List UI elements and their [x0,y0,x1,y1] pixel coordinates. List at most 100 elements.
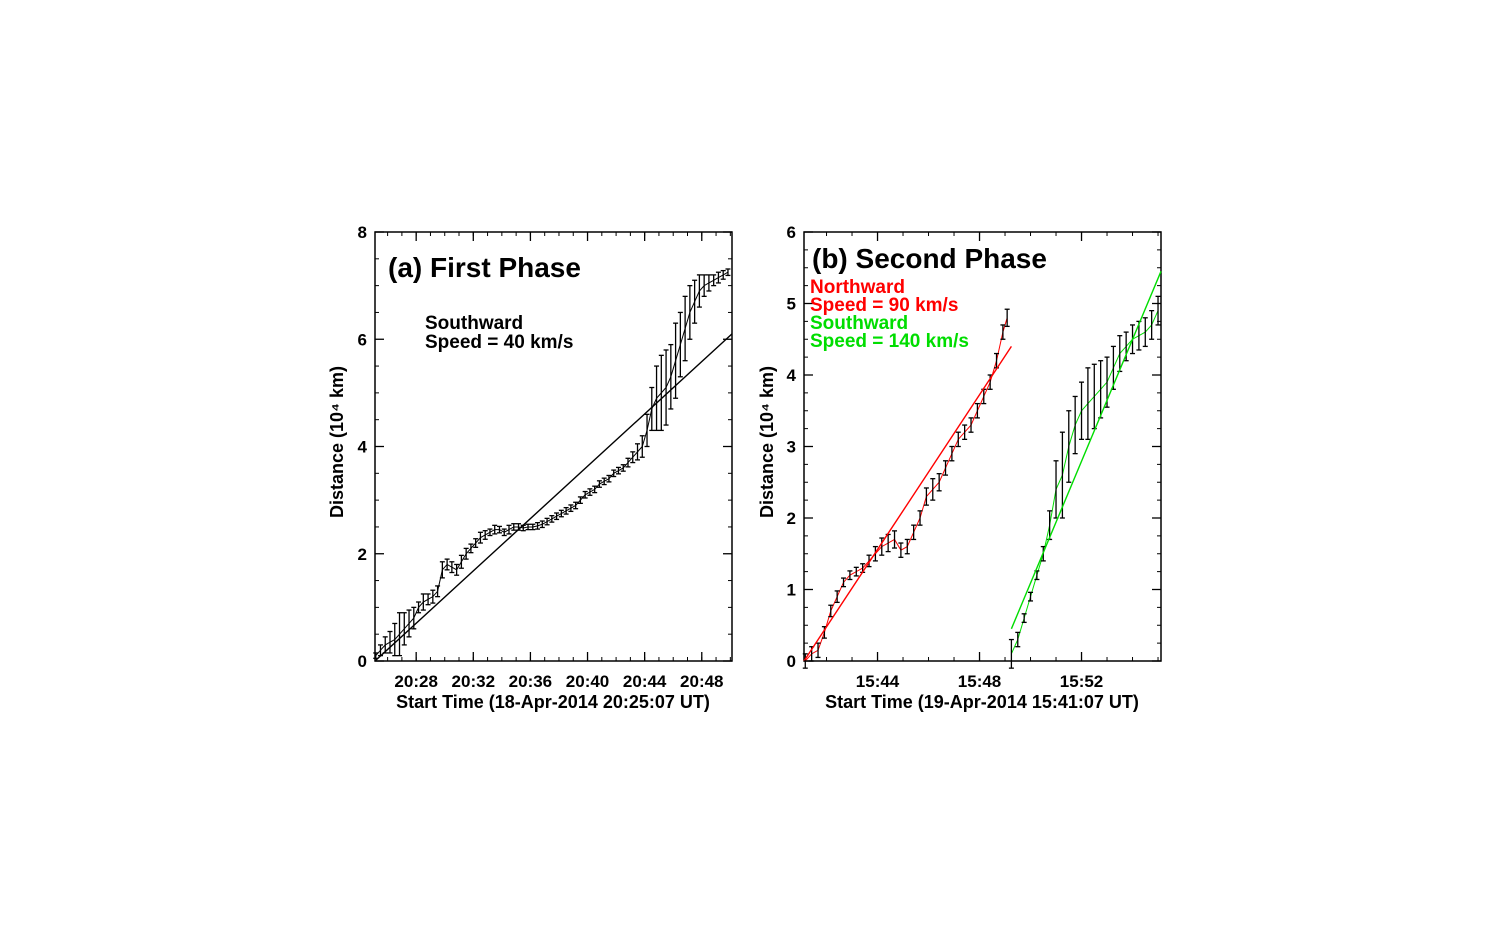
data-point [596,480,602,488]
x-tick-label: 20:48 [680,672,723,691]
fit-line [1010,271,1162,630]
data-point [968,417,974,433]
data-point [1085,367,1091,441]
data-point [458,554,464,569]
data-point [568,504,574,513]
x-tick-label: 15:44 [856,672,900,691]
y-tick-label: 4 [358,438,368,457]
data-point [1015,631,1021,648]
data-point [420,593,426,611]
data-point [615,466,621,475]
data-point [936,473,942,492]
data-point [425,593,431,606]
data-point [649,386,655,432]
data-point [1110,345,1116,390]
panel-title-b: (b) Second Phase [812,243,1047,274]
x-tick-label: 20:32 [452,672,495,691]
data-point [468,543,474,554]
x-tick-label: 20:28 [394,672,437,691]
ticks-b: 0 1 2 3 4 5 6 15:44 15:48 15:52 [787,223,1161,691]
marks-b [802,271,1162,669]
marks-a [373,268,733,662]
data-point [444,558,450,571]
fit-line [374,333,733,662]
data-point [630,451,636,464]
data-point [511,523,517,531]
data-point [1000,324,1006,340]
data-point [611,469,617,478]
annotation-southward-speed: Speed = 140 km/s [810,331,969,352]
data-point [592,485,598,494]
panel-title-a: (a) First Phase [388,252,581,283]
data-point [1098,360,1104,419]
data-point [911,524,917,541]
y-tick-label: 4 [787,366,797,385]
annotation-northward-speed: Speed = 90 km/s [810,295,958,316]
data-point [1142,317,1148,348]
data-point [658,354,664,432]
data-point [949,445,955,462]
data-point [506,524,512,535]
data-point [477,531,483,544]
data-point [720,269,726,280]
data-point [492,524,498,535]
data-point [706,274,712,292]
data-point [917,510,923,526]
data-point [430,589,436,604]
data-point [573,501,579,510]
data-point [435,585,441,598]
data-point [601,477,607,486]
x-axis-label-a: Start Time (18-Apr-2014 20:25:07 UT) [396,692,710,712]
y-axis-label-b: Distance (10⁴ km) [757,366,777,518]
annotation-direction-a: Southward [425,313,523,334]
data-point [1091,363,1097,430]
data-point [563,506,569,515]
data-point [668,343,674,410]
data-point [725,268,731,277]
annotation-northward: Northward [810,277,905,298]
data-point [554,512,560,521]
data-point [898,542,904,558]
data-point [1047,510,1053,541]
data-point [620,464,626,472]
annotation-speed-a: Speed = 40 km/s [425,332,573,353]
data-point [1066,410,1072,483]
data-point [558,509,564,518]
data-point [482,530,488,540]
data-point [544,517,550,526]
data-point [701,274,707,298]
data-point [1028,591,1034,602]
data-point [635,443,641,461]
data-point [1059,431,1065,519]
data-point [644,413,650,448]
x-tick-label: 15:52 [1060,672,1103,691]
data-point [501,528,507,537]
y-tick-label: 0 [358,652,367,671]
data-point [930,478,936,501]
y-tick-label: 6 [358,330,367,349]
data-point [943,460,949,476]
data-point [687,284,693,340]
data-point [1053,460,1059,519]
panel-a-first-phase: 0 2 4 6 8 20:28 20:32 20:36 20:40 20:44 20:48 (a) … [327,223,733,712]
data-point [582,490,588,499]
series-line [1010,310,1159,655]
y-axis-label-a: Distance (10⁴ km) [327,366,347,518]
data-point [1149,309,1155,340]
data-point [711,274,717,287]
data-point [487,528,493,537]
data-point [392,622,398,657]
y-tick-label: 8 [358,223,367,242]
data-point [639,435,645,458]
data-point [834,590,840,604]
data-point [463,547,469,560]
data-point [696,274,702,308]
data-point [577,496,583,504]
data-point [539,520,545,529]
data-point [866,554,872,568]
data-point [847,570,853,581]
data-point [1008,638,1014,669]
data-point [853,566,859,577]
ticks-a: 0 2 4 6 8 20:28 20:32 20:36 20:40 20:44 20:48 [358,223,732,691]
